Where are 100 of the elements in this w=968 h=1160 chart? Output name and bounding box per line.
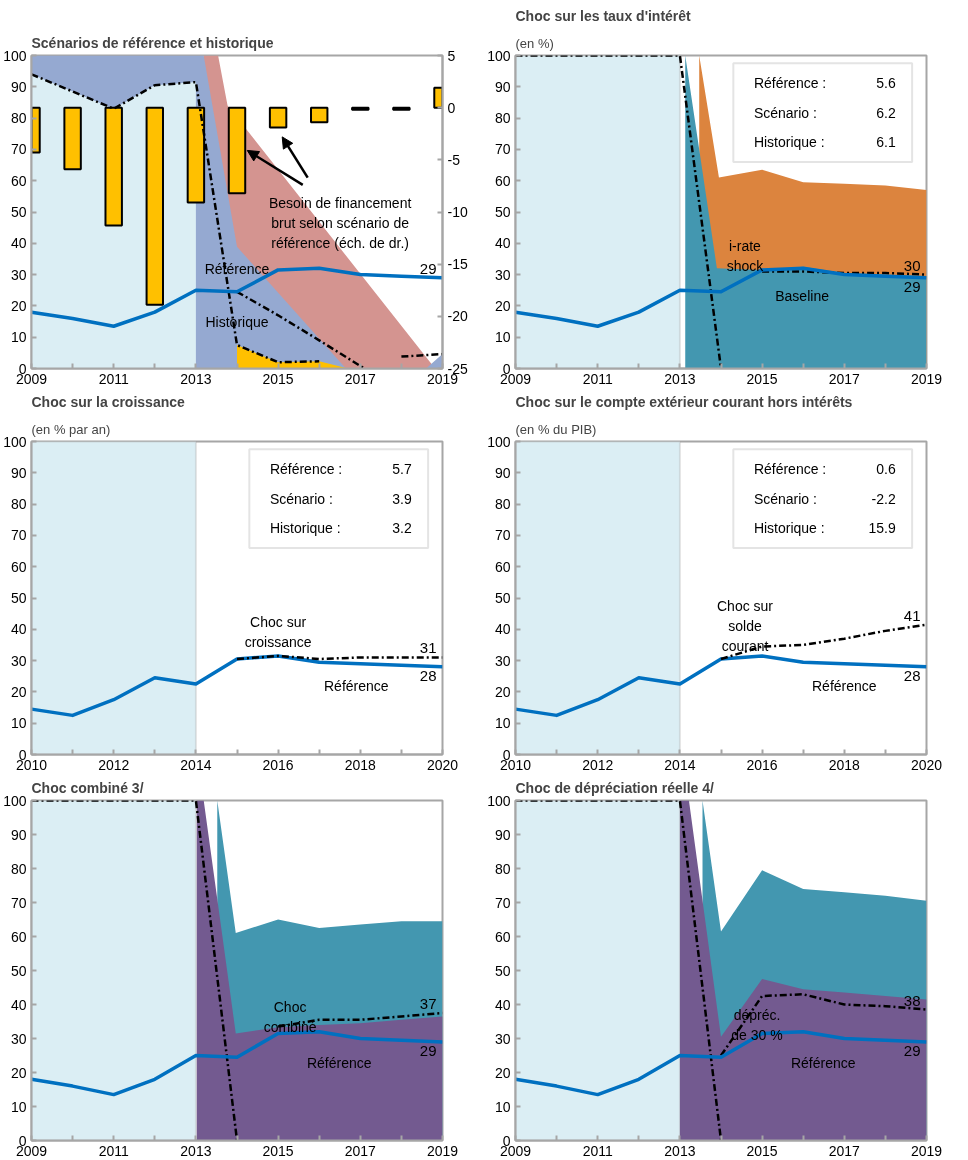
x-tick-label: 2013: [180, 370, 212, 387]
y-tick-label: 70: [10, 894, 27, 911]
data-label: 37: [419, 995, 437, 1012]
x-tick-label: 2014: [664, 756, 696, 773]
data-label: 29: [903, 1041, 921, 1059]
y-tick-label: 40: [10, 621, 27, 638]
y-tick-label: 30: [494, 652, 511, 669]
y-tick-label: 60: [10, 928, 27, 945]
y-tick-label: 20: [10, 297, 27, 314]
annotation: 3.2: [392, 520, 412, 537]
annotation: Historique :: [753, 134, 825, 151]
series-label: Référence: [324, 677, 389, 694]
y-tick-label: 30: [494, 1030, 511, 1047]
chart-title: Choc sur la croissance: [31, 393, 185, 410]
y-tick-label: 10: [10, 1098, 27, 1115]
y-tick-label: 50: [10, 590, 27, 606]
x-tick-label: 2017: [344, 370, 377, 387]
x-tick-label: 2019: [426, 1142, 459, 1159]
annotation: Historique :: [753, 520, 825, 537]
y-tick-label: 10: [10, 329, 27, 346]
series-label: Choc sur solde courant: [716, 598, 774, 655]
y-tick-label: 100: [487, 433, 511, 450]
chart-title: Choc sur le compte extérieur courant hors intérêts: [515, 393, 853, 410]
y-tick-label: 10: [494, 1098, 511, 1115]
data-label: 28: [419, 666, 437, 684]
data-label: 28: [903, 666, 921, 684]
y-tick-label: 100: [3, 47, 27, 64]
annotation: 6.2: [876, 104, 896, 121]
y-tick-label: 10: [494, 329, 511, 346]
y-tick-label: 60: [10, 172, 27, 189]
x-tick-label: 2013: [664, 370, 696, 387]
x-tick-label: 2015: [746, 370, 778, 387]
data-label: 30: [903, 256, 921, 274]
chart-title: Choc de dépréciation réelle 4/: [515, 779, 715, 796]
annotation: 0.6: [876, 460, 896, 477]
y-tick-label: 50: [494, 590, 511, 606]
y-tick-label: 90: [494, 78, 511, 95]
x-tick-label: 2018: [828, 756, 861, 773]
x-tick-label: 2016: [262, 756, 294, 773]
chart-title: Choc combiné 3/: [31, 779, 144, 796]
y-tick-label: 20: [494, 683, 511, 700]
y-tick-label: 70: [10, 141, 27, 158]
y-tick-label: 30: [10, 652, 27, 669]
x-tick-label: 2020: [426, 756, 459, 773]
y2-tick-label: 0: [447, 99, 456, 116]
data-label: 31: [419, 639, 437, 657]
x-tick-label: 2012: [582, 756, 614, 773]
x-tick-label: 2015: [262, 370, 294, 387]
y-tick-label: 10: [494, 715, 511, 732]
y-tick-label: 30: [10, 266, 27, 283]
y-tick-label: 60: [494, 558, 511, 575]
annotation: Historique :: [269, 520, 341, 537]
data-label: 29: [419, 259, 437, 277]
y-tick-label: 70: [494, 527, 511, 544]
annotation: 3.9: [392, 490, 412, 507]
chart-subtitle: (en %): [515, 35, 554, 51]
chart-subtitle: (en % du PIB): [515, 421, 597, 437]
y2-tick-label: -15: [447, 256, 468, 273]
y-tick-label: 60: [494, 172, 511, 189]
x-tick-label: 2013: [180, 1142, 212, 1159]
y2-tick-label: -10: [447, 204, 468, 220]
y-tick-label: 90: [494, 826, 511, 843]
y-tick-label: 70: [10, 527, 27, 544]
y-tick-label: 90: [494, 464, 511, 481]
y-tick-label: 50: [494, 204, 511, 220]
y-tick-label: 40: [494, 996, 511, 1013]
x-tick-label: 2019: [910, 370, 943, 387]
x-tick-label: 2017: [828, 1142, 861, 1159]
y-tick-label: 50: [494, 962, 511, 979]
x-tick-label: 2011: [98, 1142, 129, 1159]
y-tick-label: 70: [494, 894, 511, 911]
annotation: 15.9: [868, 520, 896, 537]
x-tick-label: 2016: [746, 756, 778, 773]
y-tick-label: 20: [494, 1064, 511, 1081]
y-tick-label: 100: [487, 47, 511, 64]
y-tick-label: 70: [494, 141, 511, 158]
y-tick-label: 40: [10, 235, 27, 252]
chart-subtitle: (en % par an): [31, 421, 111, 437]
y-tick-label: 50: [10, 204, 27, 220]
annotation: Scénario :: [269, 490, 333, 507]
x-tick-label: 2019: [910, 1142, 943, 1159]
y-tick-label: 60: [494, 928, 511, 945]
series-label: i-rate shock: [726, 237, 765, 274]
y2-tick-label: 5: [447, 47, 456, 64]
x-tick-label: 2017: [344, 1142, 377, 1159]
series-label: Besoin de financement brut selon scénario de référence (éch. de dr.): [268, 195, 412, 252]
data-label: 29: [419, 1041, 437, 1059]
x-tick-label: 2013: [664, 1142, 696, 1159]
x-tick-label: 2015: [746, 1142, 778, 1159]
y-tick-label: 100: [3, 792, 27, 809]
series-label: Référence: [306, 1054, 372, 1071]
y-tick-label: 100: [487, 792, 511, 809]
series-label: Historique: [205, 313, 269, 330]
y-tick-label: 90: [10, 78, 27, 95]
y-tick-label: 30: [10, 1030, 27, 1047]
data-label: 41: [903, 606, 921, 624]
series-label: Référence: [204, 260, 270, 277]
y-tick-label: 80: [10, 110, 27, 127]
data-label: 29: [903, 277, 921, 295]
annotation: 5.6: [876, 74, 896, 91]
